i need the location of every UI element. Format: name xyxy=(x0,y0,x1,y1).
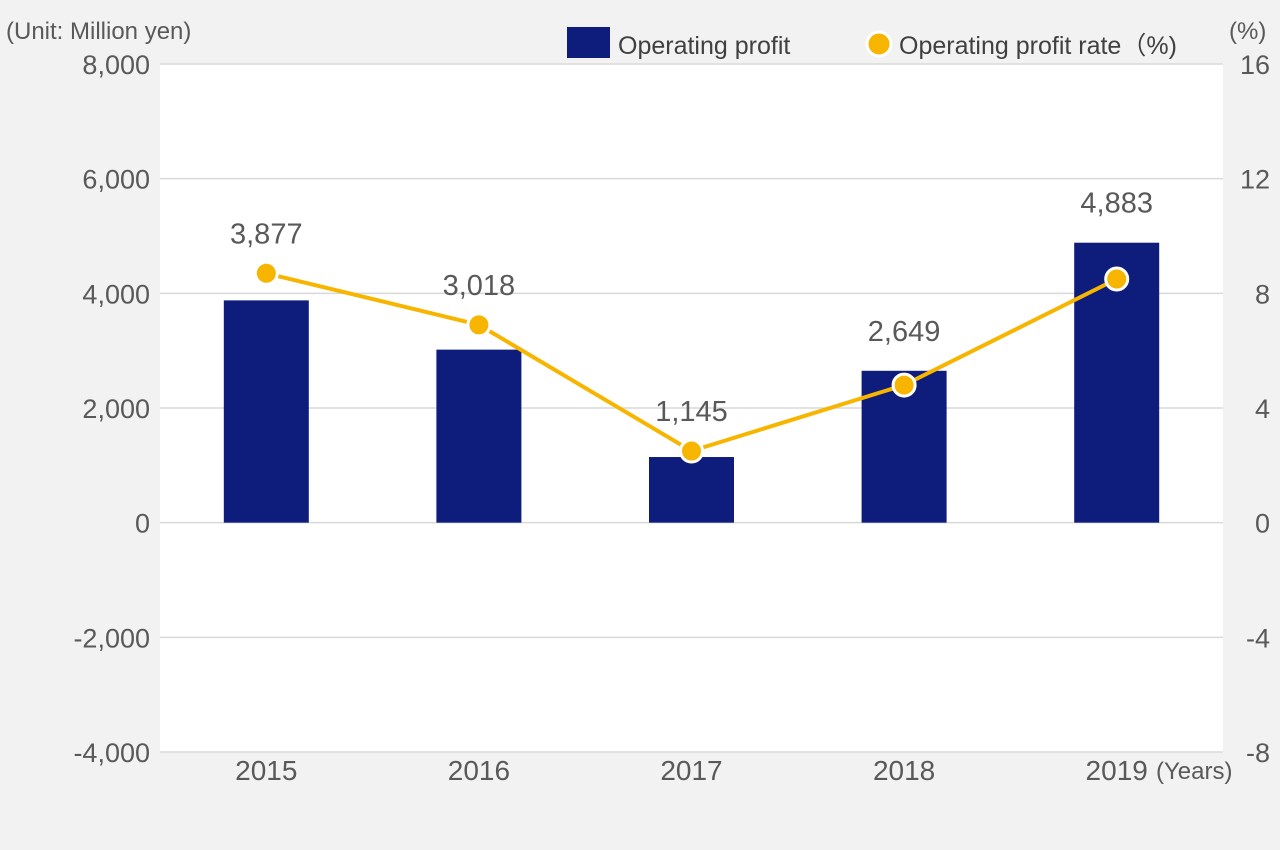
right-tick-label: 12 xyxy=(1240,165,1270,195)
data-label-operating-profit: 3,877 xyxy=(230,218,303,250)
point-operating-profit-rate xyxy=(1104,266,1130,292)
x-tick-label: 2017 xyxy=(660,755,722,786)
right-tick-label: -8 xyxy=(1246,738,1270,768)
left-axis-unit: (Unit: Million yen) xyxy=(6,18,191,45)
data-label-operating-profit: 3,018 xyxy=(443,270,516,302)
gridlines xyxy=(160,63,1223,753)
left-tick-label: -2,000 xyxy=(73,623,150,653)
right-tick-label: -4 xyxy=(1246,623,1270,653)
point-operating-profit-rate xyxy=(679,438,704,464)
point-operating-profit-rate xyxy=(891,372,917,398)
right-tick-label: 8 xyxy=(1255,279,1270,309)
line-series xyxy=(253,260,1130,464)
point-operating-profit-rate xyxy=(466,312,492,338)
legend-label-operating-profit-rate: Operating profit rate（%) xyxy=(899,32,1177,60)
left-tick-label: 6,000 xyxy=(82,165,150,195)
x-axis: 2015 2016 2017 2018 2019 xyxy=(235,755,1148,786)
legend-bar-swatch xyxy=(567,27,610,58)
right-tick-label: 16 xyxy=(1240,50,1270,80)
right-axis: -8 -4 0 4 8 12 16 xyxy=(1240,50,1270,768)
left-tick-label: 8,000 xyxy=(82,50,150,80)
x-tick-label: 2015 xyxy=(235,755,297,786)
legend-label-operating-profit: Operating profit xyxy=(618,32,790,60)
data-labels: 3,877 3,018 1,145 2,649 4,883 xyxy=(230,188,1153,428)
right-axis-unit: (%) xyxy=(1229,18,1266,45)
right-tick-label: 0 xyxy=(1255,509,1270,539)
x-axis-unit: (Years) xyxy=(1156,758,1232,785)
left-tick-label: 0 xyxy=(135,509,150,539)
left-axis: -4,000 -2,000 0 2,000 4,000 6,000 8,000 xyxy=(73,50,150,768)
legend: Operating profit Operating profit rate（%… xyxy=(567,27,1177,60)
bar-operating-profit xyxy=(649,457,734,523)
x-tick-label: 2018 xyxy=(873,755,935,786)
point-operating-profit-rate xyxy=(253,260,279,286)
bar-operating-profit xyxy=(436,349,522,523)
legend-dot-swatch xyxy=(865,30,893,58)
left-tick-label: -4,000 xyxy=(73,738,150,768)
data-label-operating-profit: 1,145 xyxy=(655,396,728,428)
x-tick-label: 2019 xyxy=(1086,755,1148,786)
data-label-operating-profit: 2,649 xyxy=(868,316,941,348)
bar-operating-profit xyxy=(223,300,309,523)
data-label-operating-profit: 4,883 xyxy=(1080,188,1153,220)
right-tick-label: 4 xyxy=(1255,394,1270,424)
left-tick-label: 4,000 xyxy=(82,279,150,309)
x-tick-label: 2016 xyxy=(448,755,510,786)
left-tick-label: 2,000 xyxy=(82,394,150,424)
bar-series xyxy=(223,242,1160,523)
